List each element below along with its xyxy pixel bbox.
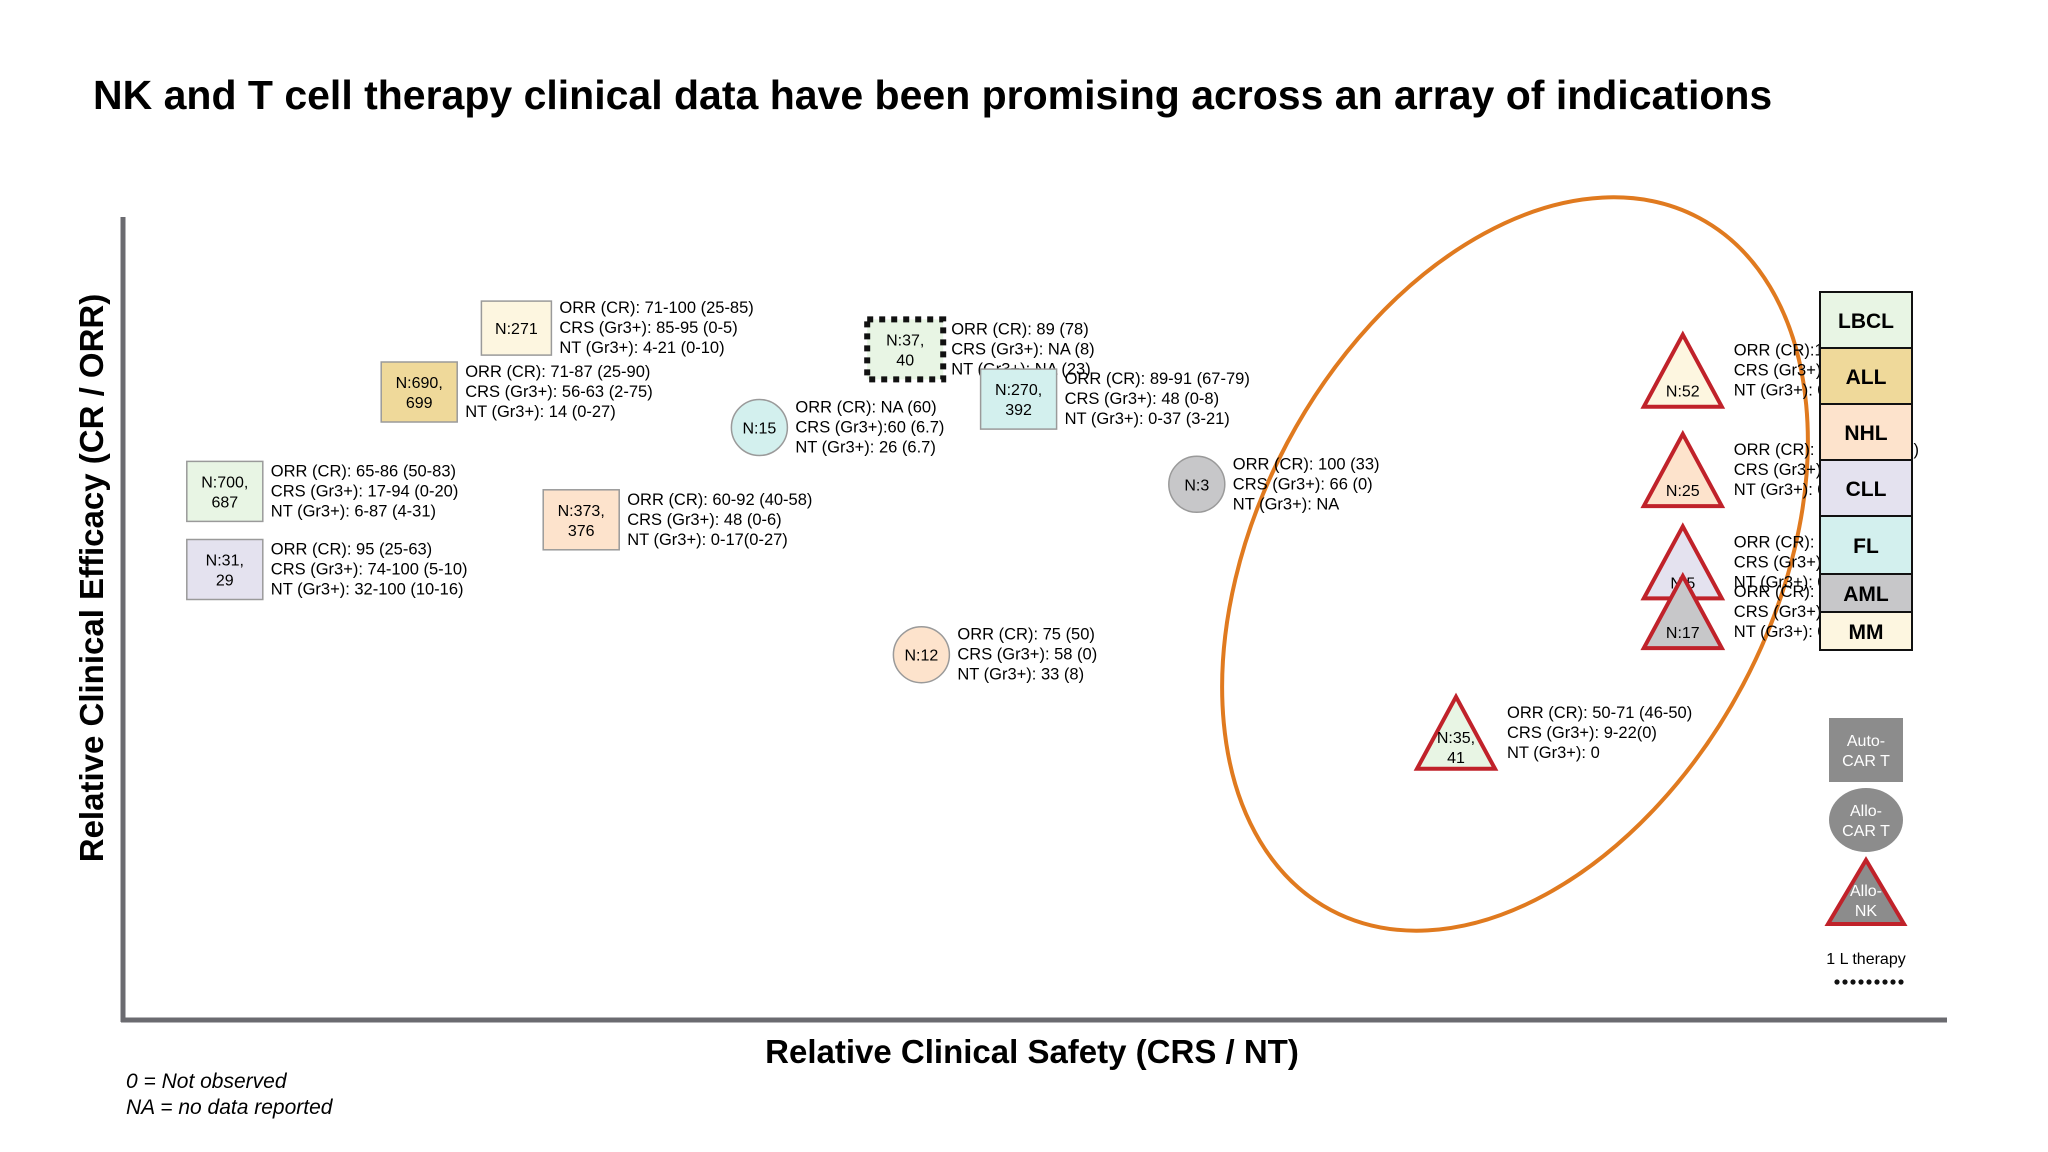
point-marker-triangle — [1640, 429, 1726, 509]
legend-label-all: ALL — [1846, 366, 1887, 389]
legend-swatch-aml — [1819, 573, 1913, 613]
legend-label-lbcl: LBCL — [1838, 310, 1894, 333]
footnote-na: NA = no data reported — [126, 1096, 333, 1119]
point-stats-label: ORR (CR): 65-86 (50-83) CRS (Gr3+): 17-94… — [271, 462, 459, 520]
point-marker-square — [542, 489, 620, 551]
point-n-label: N:31, 29 — [206, 553, 244, 590]
point-marker-square — [186, 460, 264, 523]
legend-first-line-label: 1 L therapy — [1826, 951, 1905, 968]
point-marker-square — [380, 361, 458, 423]
point-n-label: N:17 — [1666, 625, 1700, 642]
legend-allo-car-t-icon — [1829, 788, 1903, 852]
point-stats-label: ORR (CR): 89-91 (67-79) CRS (Gr3+): 48 (0… — [1065, 370, 1250, 428]
data-point: N:271 ORR (CR): 71-100 (25-85) CRS (Gr3+):… — [480, 299, 754, 357]
point-marker-triangle — [1640, 571, 1726, 651]
legend-first-line-dot — [1874, 979, 1880, 985]
point-n-label: N:15 — [743, 421, 777, 438]
point-n-label: N:3 — [1184, 477, 1209, 494]
point-stats-label: ORR (CR): 60-92 (40-58) CRS (Gr3+): 48 (0… — [627, 491, 812, 549]
legend-swatch-all — [1819, 347, 1913, 405]
data-point: N:690, 699 ORR (CR): 71-87 (25-90) CRS (Gr3… — [380, 361, 653, 423]
point-stats-label: ORR (CR): NA (60) CRS (Gr3+):60 (6.7) NT (… — [795, 399, 944, 457]
point-marker-triangle — [1413, 692, 1499, 771]
legend: LBCL ALL NHL CLL FL AML MM Auto-CAR T Allo-CAR T… — [1819, 291, 1913, 985]
point-n-label: N:37, 40 — [886, 332, 924, 369]
point-marker-square — [864, 316, 947, 383]
point-marker-circle — [892, 625, 951, 684]
point-marker-square — [186, 538, 264, 601]
point-stats-label: ORR (CR): 100 (33) CRS (Gr3+): 66 (0) NT (… — [1233, 455, 1380, 513]
point-stats-label: ORR (CR): 95 (25-63) CRS (Gr3+): 74-100 (… — [271, 541, 468, 599]
legend-label-fl: FL — [1853, 535, 1879, 558]
legend-label-nhl: NHL — [1844, 422, 1887, 445]
legend-allo-nk-icon — [1824, 856, 1908, 926]
data-point: N:15 ORR (CR): NA (60) CRS (Gr3+):60 (6.7)… — [730, 398, 944, 457]
legend-label-aml: AML — [1843, 583, 1889, 606]
legend-swatch-mm — [1819, 611, 1913, 651]
point-n-label: N:25 — [1666, 483, 1700, 500]
point-stats-label: ORR (CR): 71-100 (25-85) CRS (Gr3+): 85-9… — [559, 299, 753, 357]
point-n-label: N:35, 41 — [1437, 730, 1475, 767]
point-n-label: N:52 — [1666, 384, 1700, 401]
footnote-zero: 0 = Not observed — [126, 1070, 287, 1093]
data-point: N:31, 29 ORR (CR): 95 (25-63) CRS (Gr3+): 7… — [186, 538, 468, 601]
y-axis-label: Relative Clinical Efficacy (CR / ORR) — [73, 294, 110, 863]
point-marker-square — [979, 368, 1058, 430]
point-n-label: N:690, 699 — [396, 375, 443, 412]
point-marker-circle — [730, 398, 789, 457]
legend-first-line-dot — [1890, 979, 1896, 985]
point-marker-square — [480, 300, 553, 356]
data-point: N:373, 376 ORR (CR): 60-92 (40-58) CRS (Gr3… — [542, 489, 812, 551]
legend-first-line-dot — [1858, 979, 1864, 985]
legend-first-line-dot — [1850, 979, 1856, 985]
data-points: N:271 ORR (CR): 71-100 (25-85) CRS (Gr3+):… — [186, 299, 1919, 771]
legend-swatch-cll — [1819, 459, 1913, 517]
x-axis-label: Relative Clinical Safety (CRS / NT) — [765, 1033, 1299, 1070]
point-stats-label: ORR (CR): 75 (50) CRS (Gr3+): 58 (0) NT (G… — [957, 626, 1097, 684]
legend-first-line-dot — [1866, 979, 1872, 985]
allo-nk-ellipse — [1220, 195, 1810, 933]
data-point: N:270, 392 ORR (CR): 89-91 (67-79) CRS (Gr3… — [979, 368, 1250, 430]
point-stats-label: ORR (CR): 71-87 (25-90) CRS (Gr3+): 56-63… — [465, 363, 653, 421]
legend-auto-car-t-icon — [1829, 718, 1903, 782]
legend-type-label: Allo-NK — [1850, 883, 1882, 920]
legend-first-line-dot — [1842, 979, 1848, 985]
point-stats-label: ORR (CR): 50-71 (46-50) CRS (Gr3+): 9-22(… — [1507, 704, 1692, 762]
legend-first-line-dot — [1882, 979, 1888, 985]
legend-label-cll: CLL — [1846, 478, 1887, 501]
legend-first-line-dot — [1834, 979, 1840, 985]
point-n-label: N:271 — [495, 321, 538, 338]
data-point: N:12 ORR (CR): 75 (50) CRS (Gr3+): 58 (0) N… — [892, 625, 1097, 684]
legend-label-mm: MM — [1849, 621, 1884, 644]
allo-nk-highlight — [1220, 195, 1810, 933]
point-n-label: N:700, 687 — [201, 474, 248, 511]
point-n-label: N:373, 376 — [558, 503, 605, 540]
point-n-label: N:270, 392 — [995, 382, 1042, 419]
legend-type-label: Allo-CAR T — [1842, 803, 1890, 840]
data-point: N:700, 687 ORR (CR): 65-86 (50-83) CRS (Gr3… — [186, 460, 459, 523]
point-stats-label: ORR (CR): 80 (60) CRS (Gr3+): 0 NT (Gr3+):… — [1734, 533, 1872, 591]
axes: Relative Clinical Safety (CRS / NT) Relat… — [73, 217, 1947, 1070]
legend-swatch-nhl — [1819, 403, 1913, 461]
data-point: N:3 ORR (CR): 100 (33) CRS (Gr3+): 66 (0) N… — [1168, 455, 1380, 514]
data-point: N:35, 41 ORR (CR): 50-71 (46-50) CRS (Gr3+)… — [1413, 692, 1692, 771]
legend-first-line-dot — [1898, 979, 1904, 985]
legend-type-label: Auto-CAR T — [1842, 733, 1890, 770]
point-marker-triangle — [1640, 330, 1726, 409]
page-title: NK and T cell therapy clinical data have… — [93, 72, 1773, 118]
point-n-label: N:12 — [905, 648, 939, 665]
point-marker-circle — [1168, 455, 1226, 514]
